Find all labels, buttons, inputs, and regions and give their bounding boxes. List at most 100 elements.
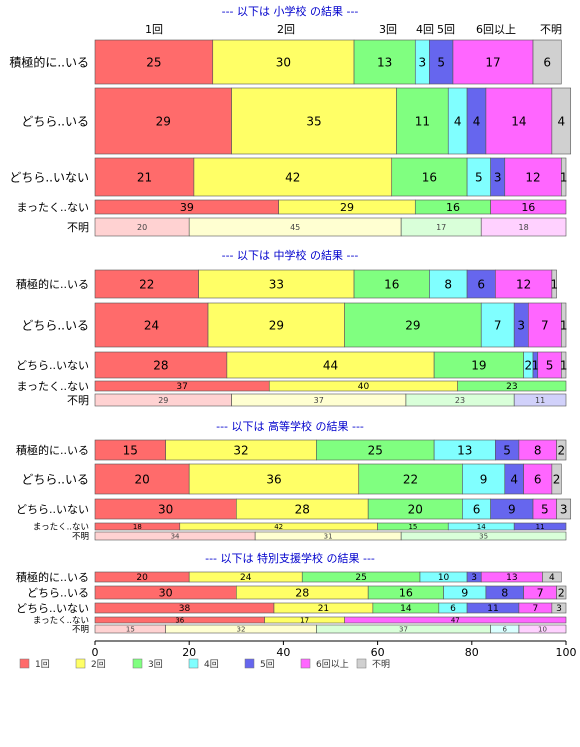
x-tick-label: 40: [276, 646, 290, 659]
row-label: 積極的に..いる: [16, 570, 89, 584]
data-label: 7: [537, 586, 544, 599]
row-label: 不明: [72, 625, 89, 635]
data-label: 25: [355, 573, 366, 583]
data-label: 13: [457, 443, 472, 457]
data-label: 6: [503, 626, 508, 634]
bar-segment: [198, 269, 355, 299]
bar-segment: [94, 157, 195, 197]
data-label: 29: [340, 201, 354, 214]
legend-swatch: [75, 658, 86, 669]
legend-label: 6回以上: [316, 659, 349, 670]
bar-segment: [528, 302, 562, 348]
data-label: 29: [158, 396, 168, 405]
bar-segment: [556, 498, 572, 520]
data-label: 2: [558, 586, 565, 599]
bar-segment: [353, 269, 430, 299]
data-label: 3: [471, 573, 477, 583]
data-label: 6: [450, 604, 456, 614]
data-label: 47: [451, 617, 460, 625]
x-tick-label: 0: [92, 646, 99, 659]
row-label: 不明: [67, 394, 89, 407]
data-label: 35: [479, 533, 488, 541]
bar-segment: [94, 39, 214, 85]
data-label: 17: [436, 223, 446, 232]
x-tick-label: 20: [182, 646, 196, 659]
row-label: まったく..ない: [16, 201, 89, 214]
row-label: まったく..ない: [16, 380, 89, 393]
bar-segment: [556, 585, 567, 600]
legend-swatch: [132, 658, 143, 669]
data-label: 1: [560, 318, 568, 332]
bar-segment: [560, 302, 567, 348]
bar-segment: [532, 39, 562, 85]
data-label: 42: [285, 170, 300, 184]
bar-segment: [551, 602, 567, 614]
data-label: 2: [557, 443, 565, 457]
data-label: 14: [477, 523, 486, 531]
row-label: 積極的に..いる: [16, 443, 89, 457]
data-label: 21: [318, 604, 329, 614]
data-label: 6: [473, 502, 481, 516]
data-label: 3: [517, 318, 525, 332]
row-label: どちら..いる: [27, 586, 89, 599]
data-label: 10: [438, 573, 450, 583]
data-label: 35: [306, 114, 321, 128]
data-label: 5: [503, 443, 511, 457]
data-label: 30: [159, 586, 173, 599]
data-label: 29: [156, 114, 171, 128]
data-label: 44: [323, 358, 338, 372]
data-label: 9: [461, 586, 468, 599]
legend-label: 2回: [91, 659, 106, 670]
data-label: 9: [508, 502, 516, 516]
data-label: 1: [550, 277, 558, 291]
panel-title: --- 以下は 特別支援学校 の結果 ---: [205, 551, 375, 565]
row-label: どちら..いる: [21, 472, 89, 486]
data-label: 1: [532, 358, 540, 372]
data-label: 3: [556, 604, 562, 614]
bar-segment: [94, 463, 190, 495]
bar-segment: [551, 87, 572, 155]
panel-title: --- 以下は 小学校 の結果 ---: [222, 4, 359, 18]
data-label: 16: [399, 586, 413, 599]
data-label: 21: [137, 170, 152, 184]
data-label: 15: [126, 626, 135, 634]
bar-segment: [457, 380, 567, 392]
data-label: 10: [538, 626, 547, 634]
data-label: 20: [137, 223, 147, 232]
bar-segment: [344, 302, 482, 348]
row-label: まったく..ない: [33, 616, 89, 626]
data-label: 11: [415, 114, 430, 128]
legend-label: 5回: [260, 659, 275, 670]
data-label: 42: [274, 523, 283, 531]
bar-segment: [513, 393, 567, 407]
data-label: 34: [171, 533, 180, 541]
row-label: 不明: [72, 532, 89, 542]
bar-segment: [344, 616, 567, 624]
data-label: 30: [276, 55, 291, 69]
legend-swatch: [188, 658, 199, 669]
top-label: 6回以上: [476, 23, 516, 36]
row-label: 積極的に..いる: [9, 54, 89, 69]
panel-title: --- 以下は 中学校 の結果 ---: [222, 248, 359, 262]
legend-label: 4回: [204, 659, 219, 670]
data-label: 4: [510, 472, 518, 486]
data-label: 32: [233, 443, 248, 457]
data-label: 22: [403, 472, 418, 486]
data-label: 39: [180, 201, 194, 214]
bar-segment: [358, 463, 463, 495]
top-label: 3回: [379, 23, 397, 36]
data-label: 15: [123, 443, 138, 457]
data-label: 8: [501, 586, 508, 599]
bar-segment: [226, 351, 435, 379]
top-label: 1回: [145, 23, 163, 36]
data-label: 17: [485, 55, 500, 69]
data-label: 23: [455, 396, 465, 405]
bar-segment: [212, 39, 355, 85]
data-label: 3: [419, 55, 427, 69]
data-label: 11: [487, 604, 498, 614]
row-label: どちら..いない: [9, 170, 89, 184]
row-label: どちら..いる: [21, 114, 89, 128]
data-label: 33: [269, 277, 284, 291]
data-label: 16: [384, 277, 399, 291]
data-label: 18: [133, 523, 142, 531]
